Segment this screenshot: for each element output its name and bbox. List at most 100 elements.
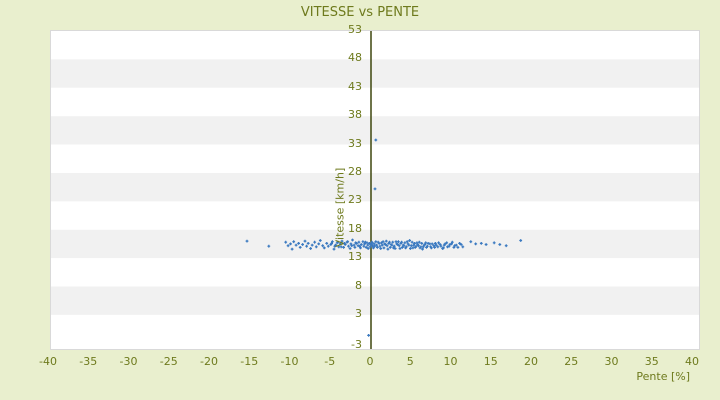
data-point xyxy=(436,245,440,249)
data-point xyxy=(331,240,334,244)
data-point xyxy=(349,242,353,246)
x-tick-label: -30 xyxy=(119,355,138,368)
data-point xyxy=(384,243,387,246)
y-tick-label: -3 xyxy=(351,338,362,351)
data-point xyxy=(363,242,366,246)
data-point xyxy=(428,242,432,246)
x-tick-label: 10 xyxy=(443,355,458,368)
data-point xyxy=(388,240,391,244)
grid-band xyxy=(51,59,699,88)
data-point xyxy=(325,242,329,245)
data-point xyxy=(459,243,463,246)
data-point xyxy=(318,239,322,242)
data-point xyxy=(479,242,483,245)
data-point xyxy=(484,243,488,246)
data-point xyxy=(310,243,314,247)
grid-band xyxy=(51,258,699,287)
data-point xyxy=(372,246,375,250)
data-point xyxy=(351,238,354,242)
data-point xyxy=(396,243,399,246)
data-point xyxy=(419,245,423,249)
data-point xyxy=(379,247,383,250)
data-point xyxy=(359,243,363,246)
x-axis-title: Pente [%] xyxy=(636,370,690,383)
data-point xyxy=(369,243,373,246)
data-point xyxy=(376,246,379,249)
data-point xyxy=(368,245,372,249)
data-point xyxy=(450,240,454,244)
data-point xyxy=(313,240,317,244)
data-point xyxy=(377,242,381,245)
grid-band xyxy=(51,31,699,60)
data-point xyxy=(405,245,408,249)
data-point xyxy=(374,138,378,142)
data-point xyxy=(289,242,292,246)
data-point xyxy=(409,247,412,250)
x-tick-label: 40 xyxy=(685,355,699,368)
x-tick-label: 35 xyxy=(644,355,659,368)
data-point xyxy=(380,241,383,245)
data-point xyxy=(380,243,384,247)
data-point xyxy=(458,242,461,245)
data-point xyxy=(382,246,386,250)
data-point xyxy=(492,241,496,245)
data-point xyxy=(437,241,440,245)
data-point xyxy=(284,240,288,244)
x-tick-label: -35 xyxy=(79,355,98,368)
data-point xyxy=(385,244,389,248)
data-point xyxy=(454,243,458,247)
plot-area xyxy=(50,30,700,350)
data-point xyxy=(426,244,429,248)
grid-band xyxy=(51,314,699,349)
data-point xyxy=(365,241,369,245)
data-point xyxy=(413,242,416,245)
data-point xyxy=(401,246,404,249)
data-point xyxy=(391,240,395,244)
grid-band xyxy=(51,286,699,315)
data-point xyxy=(290,247,294,251)
x-tick-label: -10 xyxy=(280,355,299,368)
data-point xyxy=(421,245,425,249)
x-tick-label: 25 xyxy=(564,355,579,368)
grid-band xyxy=(51,144,699,173)
data-point xyxy=(417,240,421,244)
data-point xyxy=(361,240,365,244)
data-point xyxy=(353,246,357,249)
data-point xyxy=(322,246,326,250)
data-point xyxy=(400,240,403,244)
data-point xyxy=(342,246,345,249)
data-point xyxy=(298,246,302,249)
data-point xyxy=(366,247,370,250)
data-point xyxy=(403,241,407,245)
data-point xyxy=(409,244,413,248)
y-tick-label: 48 xyxy=(348,51,362,65)
data-point xyxy=(397,240,400,244)
data-point xyxy=(392,244,396,248)
data-point xyxy=(309,247,312,250)
data-point xyxy=(348,247,352,250)
data-point xyxy=(432,244,436,248)
grid-band xyxy=(51,173,699,202)
data-point xyxy=(402,244,406,248)
x-tick-label: 5 xyxy=(406,355,414,368)
data-point xyxy=(452,246,456,249)
data-point xyxy=(267,244,271,248)
data-point xyxy=(358,244,362,248)
y-tick-label: 43 xyxy=(348,79,362,93)
data-point xyxy=(421,247,424,251)
data-point xyxy=(334,243,337,247)
data-point xyxy=(456,246,460,249)
data-point xyxy=(445,241,449,245)
data-point xyxy=(374,240,378,244)
data-point xyxy=(386,247,390,251)
data-point xyxy=(450,242,453,246)
data-point xyxy=(397,244,401,248)
data-point xyxy=(498,243,502,246)
data-point xyxy=(336,240,340,244)
data-point xyxy=(337,245,341,249)
data-point xyxy=(378,244,382,248)
data-point xyxy=(423,243,427,246)
data-point xyxy=(384,239,388,243)
data-point xyxy=(461,245,465,249)
